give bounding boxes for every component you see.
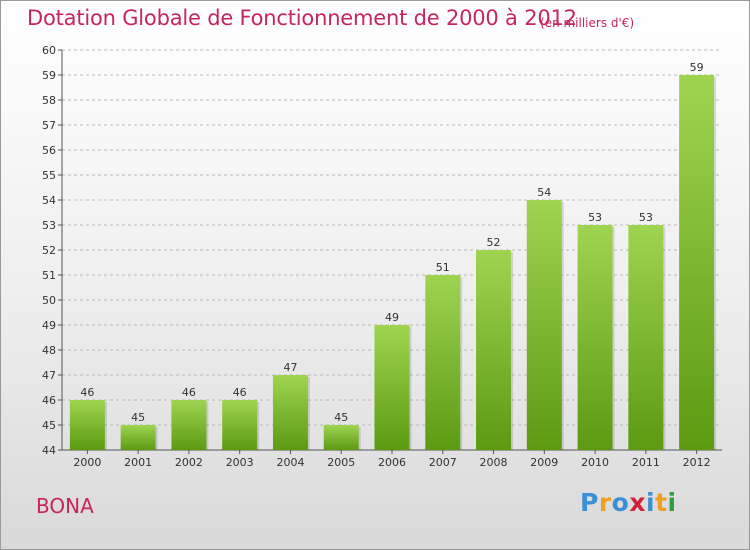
x-tick-label: 2002 xyxy=(175,456,203,469)
y-tick-label: 57 xyxy=(42,119,56,132)
data-label: 53 xyxy=(639,211,653,224)
bar xyxy=(628,225,664,450)
x-tick-labels: 2000 2001 2002 2003 2004 2005 2006 2007 2008 2009… xyxy=(73,450,711,469)
x-tick-label: 2008 xyxy=(480,456,508,469)
data-label: 53 xyxy=(588,211,602,224)
chart-subtitle: (en milliers d'€) xyxy=(540,16,635,30)
bar xyxy=(374,325,410,450)
proxiti-logo: Proxiti xyxy=(580,488,677,517)
data-label: 45 xyxy=(131,411,145,424)
logo-letter: i xyxy=(667,488,677,517)
logo-letter: t xyxy=(655,488,668,517)
y-tick-label: 53 xyxy=(42,219,56,232)
bar xyxy=(577,225,613,450)
x-tick-label: 2005 xyxy=(327,456,355,469)
x-tick-label: 2012 xyxy=(683,456,711,469)
x-tick-label: 2001 xyxy=(124,456,152,469)
logo-letter: i xyxy=(646,488,656,517)
data-label: 47 xyxy=(283,361,297,374)
y-tick-label: 46 xyxy=(42,394,56,407)
data-label: 46 xyxy=(233,386,247,399)
data-label: 59 xyxy=(690,61,704,74)
x-tick-label: 2004 xyxy=(276,456,304,469)
bar xyxy=(171,400,207,450)
y-tick-label: 54 xyxy=(42,194,56,207)
x-tick-label: 2000 xyxy=(73,456,101,469)
bars xyxy=(69,75,717,450)
data-labels: 46 45 46 46 47 45 49 51 52 54 53 53 59 xyxy=(80,61,703,424)
x-tick-label: 2003 xyxy=(226,456,254,469)
bar xyxy=(69,400,105,450)
bar xyxy=(679,75,715,450)
y-tick-label: 51 xyxy=(42,269,56,282)
y-tick-labels: 44 45 46 47 48 49 50 51 52 53 54 55 56 57 58 59 60 xyxy=(42,44,56,457)
y-tick-label: 49 xyxy=(42,319,56,332)
bar xyxy=(425,275,461,450)
y-tick-label: 60 xyxy=(42,44,56,57)
commune-name: BONA xyxy=(36,494,94,518)
bar xyxy=(222,400,258,450)
bar xyxy=(526,200,562,450)
y-tick-label: 47 xyxy=(42,369,56,382)
y-tick-label: 55 xyxy=(42,169,56,182)
y-tick-label: 50 xyxy=(42,294,56,307)
y-tick-label: 48 xyxy=(42,344,56,357)
bar xyxy=(476,250,512,450)
logo-letter: o xyxy=(611,488,630,517)
data-label: 46 xyxy=(182,386,196,399)
data-label: 51 xyxy=(436,261,450,274)
bar xyxy=(323,425,359,450)
y-tick-label: 44 xyxy=(42,444,56,457)
logo-letter: x xyxy=(629,488,646,517)
y-tick-label: 45 xyxy=(42,419,56,432)
x-tick-label: 2010 xyxy=(581,456,609,469)
x-tick-label: 2007 xyxy=(429,456,457,469)
y-tick-label: 59 xyxy=(42,69,56,82)
x-tick-label: 2009 xyxy=(530,456,558,469)
data-label: 45 xyxy=(334,411,348,424)
x-tick-label: 2011 xyxy=(632,456,660,469)
logo-letter: P xyxy=(580,488,599,517)
logo-letter: r xyxy=(598,488,612,517)
chart-title: Dotation Globale de Fonctionnement de 20… xyxy=(27,6,577,30)
data-label: 54 xyxy=(537,186,551,199)
data-label: 52 xyxy=(487,236,501,249)
data-label: 46 xyxy=(80,386,94,399)
bar xyxy=(272,375,308,450)
y-tick-label: 56 xyxy=(42,144,56,157)
bar xyxy=(120,425,156,450)
x-tick-label: 2006 xyxy=(378,456,406,469)
y-tick-label: 58 xyxy=(42,94,56,107)
y-tick-label: 52 xyxy=(42,244,56,257)
data-label: 49 xyxy=(385,311,399,324)
